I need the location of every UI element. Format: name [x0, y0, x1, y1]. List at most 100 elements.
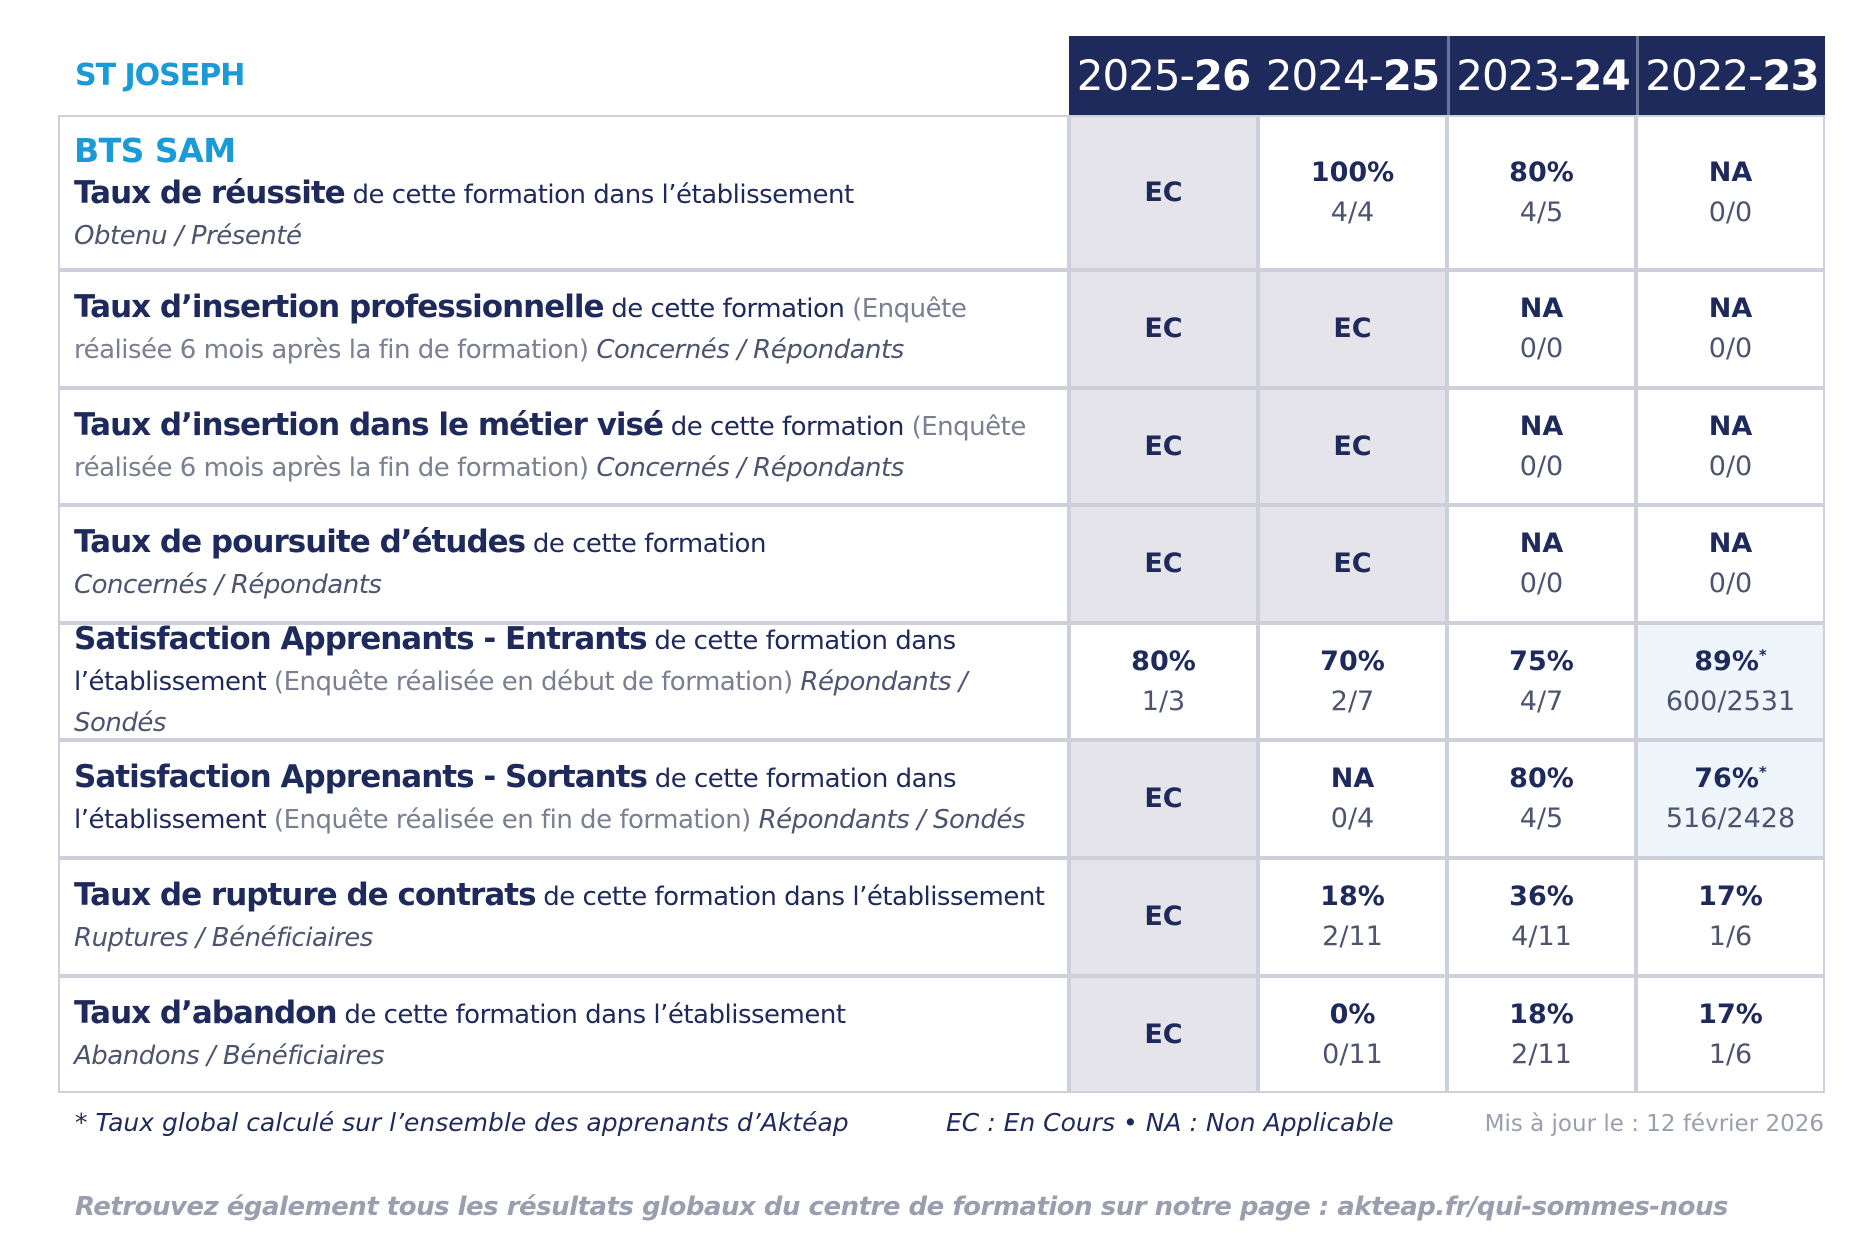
value-cell: 89%* 600/2531 [1636, 623, 1825, 740]
rate: NA [1519, 410, 1564, 442]
year-start: 2025- [1076, 51, 1195, 100]
indicator-desc: de cette formation dans l’établissement [543, 882, 1045, 912]
indicator-title: Taux d’abandon [74, 994, 338, 1031]
row-label: Taux de rupture de contrats de cette for… [58, 858, 1069, 976]
rate: 76% [1694, 763, 1759, 794]
rate: 75% [1509, 645, 1574, 677]
rate: EC [1144, 548, 1183, 579]
indicator-note: (Enquête réalisée 6 mois après la fin de… [74, 411, 1026, 483]
cell-value: EC [1144, 779, 1182, 819]
value-cell: 70% 2/7 [1258, 623, 1447, 740]
asterisk: * [1758, 645, 1767, 664]
rate: 89% [1694, 645, 1759, 677]
label-text: Taux de poursuite d’études de cette form… [74, 522, 1053, 565]
cell-value: 89%* [1694, 642, 1767, 682]
cell-value: EC [1333, 544, 1371, 584]
rate: 100% [1310, 156, 1395, 188]
value-cell: EC [1069, 270, 1258, 388]
indicator-desc: de cette formation dans l’établissement [352, 179, 854, 210]
rate: 17% [1698, 998, 1763, 1030]
cell-fraction: 0/11 [1322, 1038, 1383, 1070]
value-cell: EC [1069, 115, 1258, 270]
rate: 36% [1509, 881, 1574, 912]
value-cell: NA 0/0 [1447, 505, 1636, 623]
rate: EC [1144, 783, 1183, 814]
indicator-title: Taux d’insertion professionnelle [74, 289, 605, 325]
cell-value: EC [1144, 427, 1182, 467]
indicator-note: (Enquête réalisée 6 mois après la fin de… [74, 294, 967, 365]
rate: NA [1708, 293, 1753, 324]
rate: EC [1333, 548, 1372, 579]
cell-value: EC [1144, 1015, 1182, 1055]
rate: 80% [1509, 763, 1574, 794]
row-label: Taux d’insertion professionnelle de cett… [58, 270, 1069, 388]
cell-value: 75% [1509, 642, 1574, 682]
label-text: Taux d’insertion dans le métier visé de … [74, 405, 1053, 489]
indicator-sub: Concernés / Répondants [74, 570, 382, 600]
indicator-title: Taux de réussite [74, 174, 346, 211]
value-cell: NA 0/0 [1636, 115, 1825, 270]
label-text: Satisfaction Apprenants - Sortants de ce… [74, 757, 1053, 841]
cell-value: EC [1144, 897, 1182, 937]
cell-fraction: 1/6 [1708, 1038, 1753, 1070]
rate: 80% [1509, 156, 1574, 188]
year-end: 26 [1193, 51, 1251, 100]
update-date: Mis à jour le : 12 février 2026 [1484, 1111, 1824, 1137]
program-name: BTS SAM [74, 130, 236, 170]
cell-fraction: 4/5 [1519, 196, 1564, 228]
cell-value: NA [1520, 289, 1564, 329]
rate: NA [1708, 528, 1753, 559]
value-cell: 80% 4/5 [1447, 740, 1636, 858]
cell-value: 17% [1698, 995, 1763, 1035]
cell-fraction: 1/3 [1141, 685, 1186, 717]
label-text: Taux d’abandon de cette formation dans l… [74, 993, 1053, 1036]
cell-value: 36% [1509, 877, 1574, 917]
value-cell: EC [1258, 505, 1447, 623]
rate: NA [1330, 763, 1375, 794]
cell-fraction: 4/5 [1519, 803, 1564, 834]
indicator-sub: Répondants / Sondés [74, 667, 968, 738]
cell-fraction: 0/0 [1519, 333, 1564, 364]
rate: 70% [1320, 645, 1385, 677]
indicator-sub: Concernés / Répondants [596, 452, 904, 483]
indicator-desc: de cette formation dans l’établissement [74, 626, 956, 697]
rate: EC [1144, 176, 1183, 208]
indicator-note: (Enquête réalisée en début de formation) [273, 667, 793, 697]
cell-fraction: 0/0 [1519, 568, 1564, 599]
indicator-title: Taux d’insertion dans le métier visé [74, 406, 664, 443]
indicator-desc: de cette formation [611, 294, 845, 324]
cell-value: NA [1520, 407, 1564, 447]
cell-fraction: 0/0 [1519, 450, 1564, 482]
rate: EC [1333, 430, 1372, 462]
cell-fraction: 0/4 [1330, 803, 1375, 834]
year-end: 23 [1762, 51, 1819, 100]
rate: EC [1144, 313, 1183, 344]
value-cell: NA 0/0 [1636, 388, 1825, 505]
rate: 17% [1698, 881, 1763, 912]
value-cell: 0% 0/11 [1258, 976, 1447, 1093]
label-text: Taux de réussite de cette formation dans… [74, 173, 1053, 216]
cell-value: 18% [1509, 995, 1574, 1035]
cell-value: 18% [1320, 877, 1385, 917]
year-end: 25 [1382, 51, 1440, 100]
cell-fraction: 0/0 [1708, 450, 1753, 482]
cell-value: EC [1144, 309, 1182, 349]
value-cell: EC [1069, 388, 1258, 505]
year-header: 2022- 23 [1636, 36, 1825, 115]
rate: NA [1519, 293, 1564, 324]
year-end: 24 [1573, 51, 1630, 100]
row-label: Taux d’abandon de cette formation dans l… [58, 976, 1069, 1093]
label-text: Satisfaction Apprenants - Entrants de ce… [74, 619, 1053, 744]
cell-fraction: 4/4 [1330, 196, 1375, 228]
cell-value: 70% [1320, 642, 1385, 682]
page-link: Retrouvez également tous les résultats g… [75, 1192, 1728, 1222]
value-cell: 18% 2/11 [1258, 858, 1447, 976]
year-start: 2022- [1645, 51, 1763, 100]
rate: EC [1333, 313, 1372, 344]
rate: 80% [1131, 645, 1196, 677]
cell-value: 100% [1311, 153, 1394, 193]
cell-value: NA [1331, 759, 1375, 799]
indicator-desc: de cette formation [670, 411, 905, 442]
value-cell: 80% 1/3 [1069, 623, 1258, 740]
